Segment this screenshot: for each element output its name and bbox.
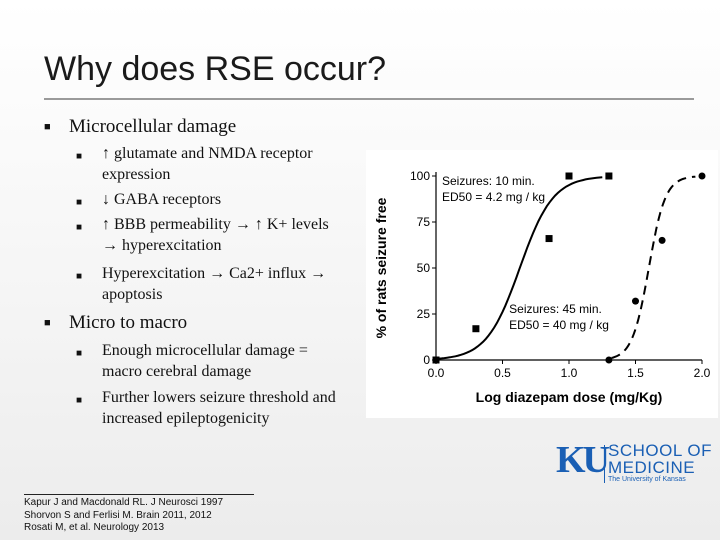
x-tick-label: 1.5 (627, 366, 644, 380)
sub-bullet: ■ Further lowers seizure threshold and i… (76, 387, 348, 429)
data-point-circle (605, 356, 613, 364)
x-tick-label: 0.0 (428, 366, 445, 380)
bullet-square-icon: ■ (76, 222, 83, 233)
references-divider (24, 494, 254, 495)
data-point-square (605, 172, 613, 180)
sub-bullet: ■ ↓ GABA receptors (76, 189, 348, 210)
data-point-square (545, 235, 553, 243)
reference-item: Rosati M, et al. Neurology 2013 (24, 522, 165, 533)
data-point-circle (658, 236, 666, 244)
y-tick-label: 50 (417, 261, 431, 275)
data-point-square (565, 172, 573, 180)
x-axis-label: Log diazepam dose (mg/Kg) (476, 389, 663, 405)
title-divider (44, 98, 694, 100)
bullet-square-icon: ■ (44, 121, 51, 133)
ku-logo-mark: KU (556, 439, 610, 481)
bullet-square-icon: ■ (76, 348, 83, 359)
sub-bullet-text: Further lowers seizure threshold and inc… (102, 389, 336, 427)
bullet-square-icon: ■ (44, 317, 51, 329)
bullet-square-icon: ■ (76, 271, 83, 282)
x-tick-label: 1.0 (561, 366, 578, 380)
curve-10-min (435, 176, 603, 360)
bullet-square-icon: ■ (76, 197, 83, 208)
logo-line-2: MEDICINE (608, 458, 696, 477)
sub-bullet-text: ↑ glutamate and NMDA receptor expression (102, 145, 313, 183)
y-tick-label: 0 (423, 353, 430, 367)
x-tick-label: 0.5 (494, 366, 511, 380)
dose-response-chart: 0 25 50 75 100 0.0 0.5 1.0 1.5 2.0 Log diazepam do… (373, 169, 711, 405)
logo-line-1: SCHOOL OF (608, 441, 712, 460)
y-tick-label: 75 (417, 215, 431, 229)
y-tick-label: 25 (417, 307, 431, 321)
sub-bullet-text: ↑ BBB permeability → ↑ K+ levels → hyper… (102, 216, 329, 254)
series-label-45-min: Seizures: 45 min. (509, 302, 602, 316)
sub-bullet: ■ Enough microcellular damage = macro ce… (76, 340, 348, 382)
references: Kapur J and Macdonald RL. J Neurosci 199… (24, 497, 223, 535)
data-point-circle (632, 297, 639, 305)
curve-45-min (611, 175, 696, 359)
bullet-square-icon: ■ (76, 151, 83, 162)
annotation-ed50-10-min: ED50 = 4.2 mg / kg (442, 190, 545, 204)
sub-bullet: ■ ↑ BBB permeability → ↑ K+ levels → hyp… (76, 214, 348, 256)
y-axis-label: % of rats seizure free (373, 197, 389, 338)
sub-bullet: ■ ↑ glutamate and NMDA receptor expressi… (76, 143, 348, 185)
x-tick-label: 2.0 (694, 366, 711, 380)
data-point-square (432, 356, 440, 364)
annotation-ed50-45-min: ED50 = 40 mg / kg (509, 318, 609, 332)
logo-divider (604, 445, 605, 483)
series-label-10-min: Seizures: 10 min. (442, 174, 535, 188)
sub-bullet-text: Enough microcellular damage = macro cere… (102, 342, 308, 380)
slide-title: Why does RSE occur? (44, 50, 387, 88)
bullet-text: Microcellular damage (69, 116, 237, 137)
logo-line-3: The University of Kansas (608, 476, 686, 483)
reference-item: Shorvon S and Ferlisi M. Brain 2011, 201… (24, 509, 212, 521)
data-point-circle (698, 172, 706, 180)
sub-bullet-text: ↓ GABA receptors (102, 191, 222, 208)
sub-bullet: ■ Hyperexcitation → Ca2+ influx → apopto… (76, 263, 348, 305)
data-point-square (472, 325, 480, 333)
bullet-text: Micro to macro (69, 312, 188, 333)
reference-item: Kapur J and Macdonald RL. J Neurosci 199… (24, 497, 224, 508)
sub-bullet-text: Hyperexcitation → Ca2+ influx → apoptosi… (102, 265, 327, 303)
chart-panel: 0 25 50 75 100 0.0 0.5 1.0 1.5 2.0 Log diazepam do… (366, 150, 718, 418)
y-tick-label: 100 (410, 169, 430, 183)
bullet-square-icon: ■ (76, 395, 83, 406)
